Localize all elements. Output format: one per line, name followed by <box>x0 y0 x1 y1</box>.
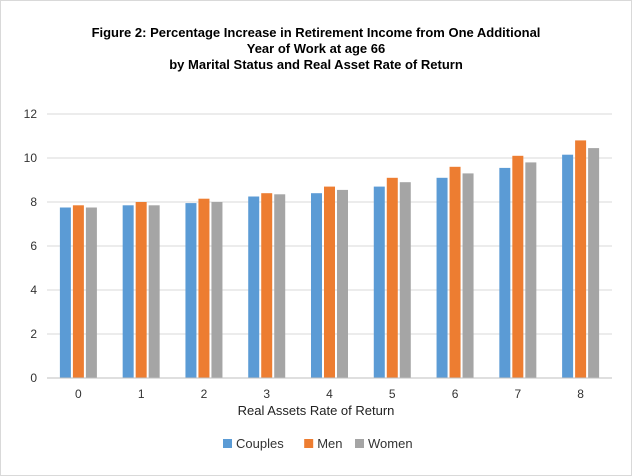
x-tick-label: 4 <box>326 387 333 401</box>
bar-couples-3 <box>248 196 260 378</box>
y-tick-label: 6 <box>30 239 37 253</box>
x-tick-label: 5 <box>389 387 396 401</box>
y-tick-label: 12 <box>24 107 38 121</box>
x-tick-label: 2 <box>201 387 208 401</box>
bar-women-5 <box>399 182 411 378</box>
bar-women-2 <box>211 202 223 378</box>
chart-title: Figure 2: Percentage Increase in Retirem… <box>92 25 541 72</box>
bar-couples-0 <box>59 207 71 378</box>
y-tick-label: 4 <box>30 283 37 297</box>
bar-couples-1 <box>122 205 134 378</box>
bar-couples-2 <box>185 203 197 378</box>
legend-swatch-women <box>355 439 364 448</box>
bar-women-0 <box>85 207 97 378</box>
legend-swatch-men <box>304 439 314 448</box>
x-tick-label: 3 <box>263 387 270 401</box>
bar-men-1 <box>135 202 147 378</box>
y-tick-label: 2 <box>30 327 37 341</box>
bar-women-1 <box>148 205 160 378</box>
bar-women-4 <box>337 189 348 378</box>
bar-women-3 <box>274 194 286 378</box>
chart-title-line-2: Year of Work at age 66 <box>247 41 386 56</box>
bar-men-6 <box>449 166 461 378</box>
y-tick-label: 0 <box>30 371 37 385</box>
legend-label-women: Women <box>368 436 413 451</box>
x-tick-label: 1 <box>138 387 145 401</box>
bar-couples-7 <box>499 167 511 378</box>
bar-women-6 <box>462 173 474 378</box>
bar-couples-5 <box>373 186 385 378</box>
chart-title-line-3: by Marital Status and Real Asset Rate of… <box>169 57 463 72</box>
bar-couples-4 <box>311 193 322 378</box>
bar-women-8 <box>588 148 600 378</box>
legend-swatch-couples <box>223 439 232 448</box>
chart-title-line-1: Figure 2: Percentage Increase in Retirem… <box>92 25 541 40</box>
legend-label-men: Men <box>317 436 342 451</box>
x-tick-label: 0 <box>75 387 82 401</box>
bar-men-4 <box>324 186 335 378</box>
bar-men-0 <box>72 205 84 378</box>
x-tick-label: 6 <box>452 387 459 401</box>
x-axis-ticks: 0 1 2 3 4 5 6 7 8 <box>75 387 584 401</box>
bar-men-5 <box>386 177 398 378</box>
y-tick-label: 8 <box>30 195 37 209</box>
x-axis-label: Real Assets Rate of Return <box>238 403 395 418</box>
bar-men-3 <box>261 193 273 378</box>
bar-couples-6 <box>436 177 448 378</box>
bar-men-7 <box>512 155 524 378</box>
bars <box>59 140 600 378</box>
y-axis-ticks: 0 2 4 6 8 10 12 <box>24 107 38 385</box>
bar-men-2 <box>198 198 210 378</box>
legend-label-couples: Couples <box>236 436 284 451</box>
bar-couples-8 <box>562 154 574 378</box>
y-tick-label: 10 <box>24 151 38 165</box>
legend: Couples Men Women <box>223 436 413 451</box>
x-tick-label: 7 <box>514 387 521 401</box>
bar-women-7 <box>525 162 537 378</box>
x-tick-label: 8 <box>577 387 584 401</box>
bar-men-8 <box>575 140 587 378</box>
